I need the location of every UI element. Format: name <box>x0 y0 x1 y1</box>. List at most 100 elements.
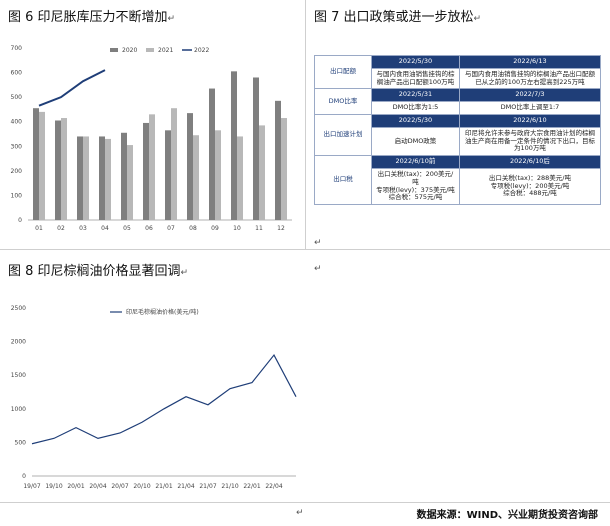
fig8-ytick-label: 0 <box>22 473 26 480</box>
fig6-bar-2020 <box>121 132 127 220</box>
fig8-xtick-label: 22/01 <box>243 483 260 490</box>
fig6-bar-2021 <box>259 125 265 220</box>
fig6-xtick-label: 10 <box>233 225 241 232</box>
fig6-bar-2020 <box>275 100 281 220</box>
fig6-xtick-label: 04 <box>101 225 109 232</box>
fig6-bar-2021 <box>61 118 67 220</box>
data-source: 数据来源：WIND、兴业期货投资咨询部 <box>416 510 598 521</box>
fig6-xtick-label: 07 <box>167 225 175 232</box>
fig6-xtick-label: 06 <box>145 225 153 232</box>
fig8-title-text: 图 8 印尼棕榈油价格显著回调 <box>8 264 181 279</box>
policy-date-cell: 2022/6/10前 <box>371 155 460 169</box>
fig6-xtick-label: 08 <box>189 225 197 232</box>
fig8-ytick-label: 2500 <box>11 305 26 312</box>
fig8-xtick-label: 19/07 <box>23 483 40 490</box>
fig6-bar-2020 <box>55 120 61 220</box>
policy-row-label: DMO比率 <box>314 88 372 115</box>
fig6-ytick-label: 200 <box>11 168 23 175</box>
fig6-xtick-label: 09 <box>211 225 219 232</box>
fig6-bar-2021 <box>127 145 133 220</box>
policy-date-row: DMO比率 2022/5/31 2022/7/3 <box>314 88 602 115</box>
fig6-bar-2021 <box>193 135 199 220</box>
policy-date-cell: 2022/6/10 <box>458 113 602 128</box>
policy-date-cell: 2022/5/31 <box>371 88 460 103</box>
return-mark: ↵ <box>296 508 304 518</box>
fig8-xtick-label: 20/01 <box>67 483 84 490</box>
fig6-bar-2021 <box>237 136 243 220</box>
fig6-xtick-label: 01 <box>35 225 43 232</box>
fig6-bar-2020 <box>187 113 193 220</box>
policy-content-cell: 印尼将允许未参与政府大宗食用油计划的棕榈油生产商在用备一定条件的情况下出口，目标… <box>458 126 602 157</box>
fig6-bar-2020 <box>143 122 149 220</box>
fig7-title-text: 图 7 出口政策或进一步放松 <box>314 10 474 25</box>
fig6-bar-2020 <box>33 108 39 220</box>
fig8-chart: 0 500 1000 1500 2000 2500 19/07 19/10 20/01 20/04… <box>11 305 297 490</box>
policy-content-row: 与国内食用油销售挂钩的棕榈油产品出口配额100万吨 与国内食用油销售挂钩的棕榈油产… <box>315 67 602 90</box>
fig6-xtick-label: 11 <box>255 225 263 232</box>
fig6-line-2022 <box>38 69 106 107</box>
fig7-title: 图 7 出口政策或进一步放松↵ <box>314 6 481 25</box>
fig6-legend-label: 2022 <box>194 47 209 54</box>
policy-date-cell: 2022/5/30 <box>371 113 460 128</box>
policy-row-label: 出口配额 <box>314 54 372 90</box>
fig8-xtick-label: 21/10 <box>221 483 238 490</box>
policy-date-cell: 2022/6/13 <box>458 55 602 69</box>
fig8-ytick-label: 500 <box>15 439 27 446</box>
fig6-ytick-label: 0 <box>18 217 22 224</box>
policy-date-cell: 2022/7/3 <box>458 88 602 103</box>
fig6-bar-2021 <box>149 114 155 220</box>
return-mark: ↵ <box>473 14 482 24</box>
fig8-legend-label: 印尼毛棕榈油价格(美元/吨) <box>126 308 199 316</box>
policy-table: 出口配额 2022/5/30 2022/6/13 与国内食用油销售挂钩的棕榈油产品出口… <box>314 54 602 206</box>
policy-date-row: 出口加速计划 2022/5/30 2022/6/10 <box>314 113 602 157</box>
policy-date-row: 出口税 2022/6/10前 2022/6/10后 <box>314 155 602 206</box>
fig6-ytick-label: 400 <box>11 119 23 126</box>
fig6-bar-2020 <box>231 71 237 220</box>
return-mark: ↵ <box>180 268 189 278</box>
policy-content-cell: 出口关税(tax)：288美元/吨 专项税(levy)：200美元/吨 综合税：… <box>458 167 602 206</box>
fig6-legend-swatch <box>146 48 154 52</box>
fig6-bar-2020 <box>165 130 171 220</box>
fig8-xtick-label: 20/04 <box>89 483 106 490</box>
vertical-divider <box>305 0 306 250</box>
horizontal-divider-bottom <box>0 502 610 503</box>
fig8-xtick-label: 22/04 <box>265 483 282 490</box>
policy-content-cell: 与国内食用油销售挂钩的棕榈油产品出口配额已从之前的100万左右提高到225万吨 <box>458 67 602 90</box>
fig6-bar-2021 <box>215 130 221 220</box>
policy-content-cell: 启动DMO政策 <box>371 126 460 157</box>
fig6-xtick-label: 05 <box>123 225 131 232</box>
fig6-bar-2021 <box>83 136 89 220</box>
policy-content-row: 出口关税(tax)：200美元/吨 专项税(levy)：375美元/吨 综合税：… <box>315 167 602 206</box>
fig6-xtick-label: 02 <box>57 225 65 232</box>
fig8-ytick-label: 2000 <box>11 339 26 346</box>
fig6-legend-swatch <box>110 48 118 52</box>
fig6-ytick-label: 300 <box>11 143 23 150</box>
policy-content-row: 启动DMO政策 印尼将允许未参与政府大宗食用油计划的棕榈油生产商在用备一定条件的情… <box>315 126 602 157</box>
fig6-xtick-label: 03 <box>79 225 87 232</box>
fig8-title: 图 8 印尼棕榈油价格显著回调↵ <box>8 260 188 279</box>
fig6-bar-2021 <box>39 111 45 220</box>
fig8-xtick-label: 21/01 <box>155 483 172 490</box>
fig8-xtick-label: 20/10 <box>133 483 150 490</box>
fig6-legend-label: 2021 <box>158 47 173 54</box>
fig6-ytick-label: 700 <box>11 45 23 52</box>
horizontal-divider-mid <box>0 249 610 250</box>
fig8-line-price <box>31 353 297 445</box>
fig8-ytick-label: 1500 <box>11 372 26 379</box>
fig6-ytick-label: 600 <box>11 70 23 77</box>
return-mark: ↵ <box>314 264 322 274</box>
policy-content-cell: DMO比率上调至1:7 <box>458 101 602 115</box>
fig6-legend-label: 2020 <box>122 47 137 54</box>
fig6-bar-2020 <box>209 88 215 220</box>
policy-date-row: 出口配额 2022/5/30 2022/6/13 <box>314 54 602 90</box>
fig6-ytick-label: 500 <box>11 94 23 101</box>
policy-content-cell: 与国内食用油销售挂钩的棕榈油产品出口配额100万吨 <box>371 67 460 90</box>
fig6-bar-2021 <box>171 108 177 220</box>
fig8-xtick-label: 20/07 <box>111 483 128 490</box>
policy-row-label: 出口税 <box>314 155 372 206</box>
fig6-title-text: 图 6 印尼胀库压力不断增加 <box>8 10 168 25</box>
fig8-ytick-label: 1000 <box>11 406 26 413</box>
fig6-chart: 0 100 200 300 400 500 600 700 01 02 03 04 05 06 07 08 09… <box>11 45 292 232</box>
fig6-xtick-label: 12 <box>277 225 285 232</box>
fig6-title: 图 6 印尼胀库压力不断增加↵ <box>8 6 175 25</box>
